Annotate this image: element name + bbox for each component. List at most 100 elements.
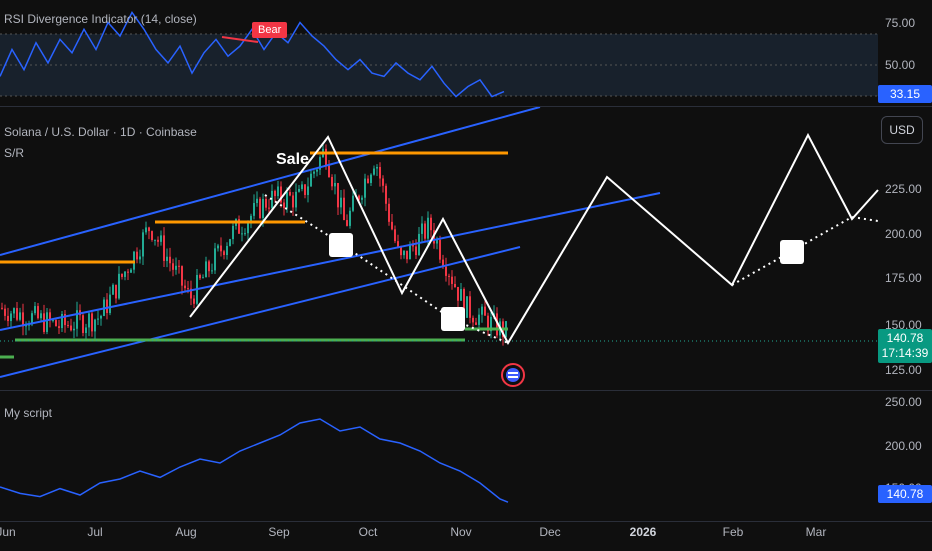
candle-body	[472, 317, 474, 323]
time-label-jul: Jul	[87, 525, 103, 539]
candle-body	[19, 312, 21, 320]
candle-body	[82, 315, 84, 334]
candle-body	[13, 308, 15, 314]
candle-body	[409, 244, 411, 260]
candle-body	[376, 167, 378, 169]
candle-body	[277, 186, 279, 197]
candle-body	[208, 261, 210, 272]
candle-body	[400, 246, 402, 256]
candle-body	[325, 148, 327, 166]
candle-body	[100, 315, 102, 319]
time-axis[interactable]	[0, 521, 932, 551]
bear-label: Bear	[252, 22, 288, 38]
candle-body	[43, 313, 45, 332]
candle-body	[211, 270, 213, 272]
candle-body	[46, 312, 48, 332]
candle-body	[130, 269, 132, 273]
pane-divider-1[interactable]	[0, 106, 932, 107]
candle-body	[310, 173, 312, 187]
candle-body	[418, 233, 420, 256]
candle-body	[253, 203, 255, 216]
candle-body	[70, 325, 72, 331]
candle-body	[148, 227, 150, 232]
candle-body	[163, 235, 165, 261]
sr-subtitle: S/R	[4, 146, 25, 160]
candle-body	[142, 232, 144, 257]
candle-body	[127, 271, 129, 273]
candle-body	[256, 198, 258, 204]
candle-body	[385, 185, 387, 204]
candle-body	[112, 284, 114, 295]
candle-body	[151, 231, 153, 240]
rsi-pane: RSI Divergence Indicator (14, close) Bea…	[0, 0, 932, 105]
candle-body	[454, 283, 456, 288]
time-label-feb: Feb	[722, 525, 744, 539]
candle-body	[4, 308, 6, 316]
candle-body	[115, 284, 117, 299]
candle-body	[64, 314, 66, 326]
candle-body	[451, 276, 453, 284]
candle-body	[406, 250, 408, 260]
price-axis-tick-150: 150.00	[885, 318, 922, 332]
candle-body	[22, 312, 24, 327]
candle-body	[364, 178, 366, 198]
candle-body	[358, 195, 360, 200]
candle-body	[274, 190, 276, 197]
candle-body	[382, 178, 384, 186]
time-label-dec: Dec	[539, 525, 561, 539]
candle-body	[283, 202, 285, 208]
candle-body	[1, 307, 3, 309]
script-axis-tick-200: 200.00	[885, 439, 922, 453]
us-event-marker	[501, 363, 525, 387]
candle-body	[487, 315, 489, 332]
candle-body	[232, 225, 234, 240]
candle-body	[319, 157, 321, 170]
candle-body	[181, 266, 183, 286]
rsi-title: RSI Divergence Indicator (14, close)	[4, 12, 197, 26]
candle-body	[481, 306, 483, 315]
candle-body	[160, 235, 162, 242]
candle-body	[145, 227, 147, 233]
current-price-tag: 140.78 17:14:39	[878, 329, 932, 363]
candle-body	[37, 306, 39, 319]
time-label-jun: Jun	[0, 525, 16, 539]
script-line	[0, 418, 509, 503]
marker-box-2	[441, 307, 465, 331]
price-axis-tick-125: 125.00	[885, 363, 922, 377]
marker-box-1	[329, 233, 353, 257]
candle-body	[424, 223, 426, 239]
candle-body	[430, 217, 432, 231]
candle-body	[415, 246, 417, 256]
candle-body	[403, 250, 405, 256]
candle-body	[229, 239, 231, 246]
candle-body	[25, 325, 27, 327]
candle-body	[352, 195, 354, 211]
marker-box-3	[780, 240, 804, 264]
candle-body	[289, 192, 291, 196]
currency-button[interactable]: USD	[881, 116, 923, 144]
candle-body	[496, 313, 498, 336]
candle-body	[220, 245, 222, 252]
candle-body	[16, 308, 18, 320]
candle-body	[178, 265, 180, 267]
candle-body	[469, 296, 471, 318]
candle-body	[448, 275, 450, 277]
candle-body	[439, 239, 441, 260]
candle-body	[175, 265, 177, 270]
candle-body	[94, 319, 96, 332]
candle-body	[328, 165, 330, 178]
candle-body	[298, 188, 300, 192]
candle-body	[118, 273, 120, 299]
candle-body	[205, 261, 207, 278]
candle-body	[478, 314, 480, 325]
candle-body	[52, 320, 54, 322]
candle-body	[49, 312, 51, 321]
pane-divider-2[interactable]	[0, 390, 932, 391]
candle-body	[421, 223, 423, 234]
candle-body	[286, 192, 288, 208]
candle-body	[313, 171, 315, 174]
candle-body	[67, 325, 69, 327]
script-current-value: 140.78	[878, 485, 932, 503]
candle-body	[346, 220, 348, 226]
candle-body	[223, 251, 225, 255]
